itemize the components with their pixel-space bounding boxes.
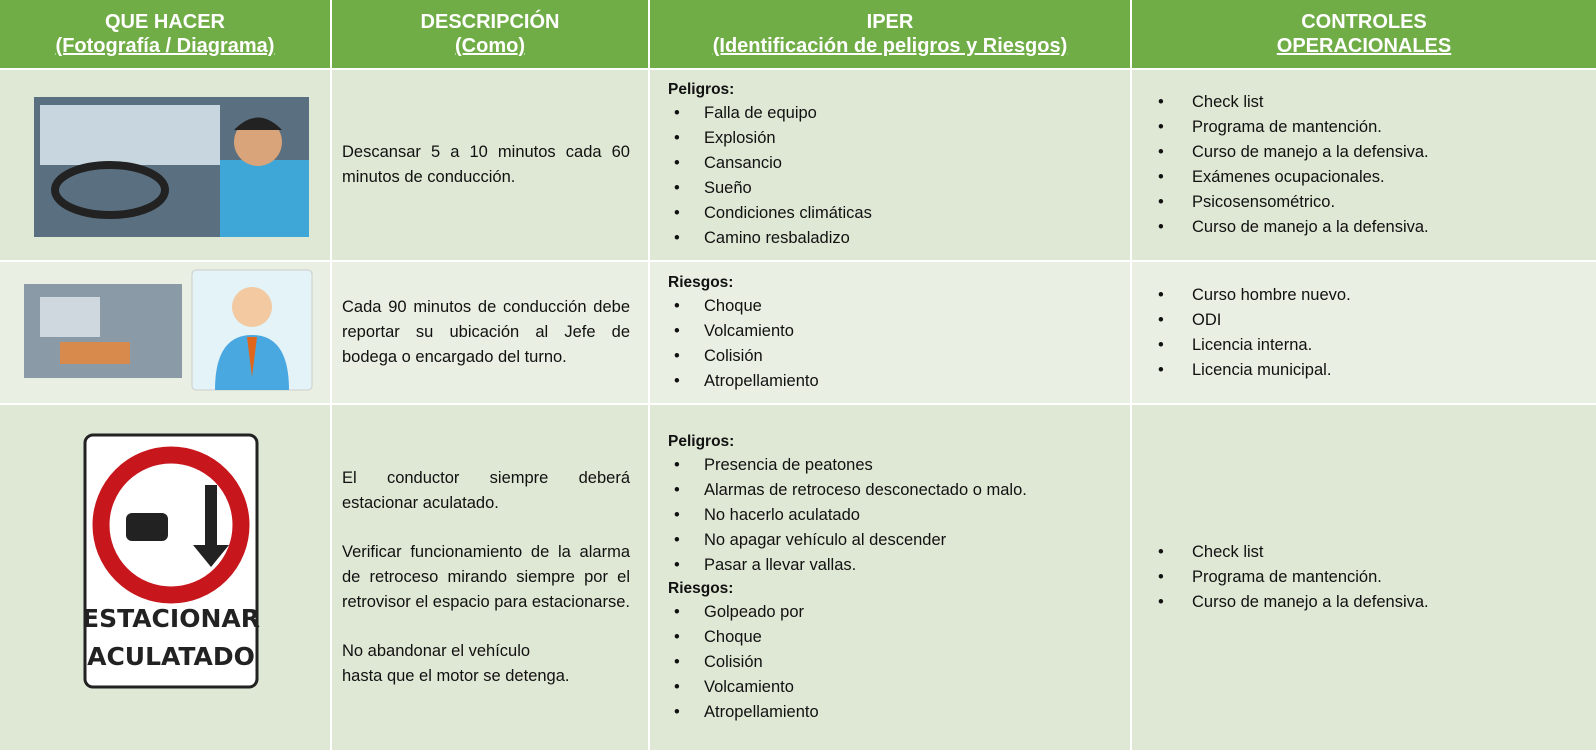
iper-item: Condiciones climáticas (668, 201, 1120, 226)
iper-item: Volcamiento (668, 319, 1120, 344)
iper-list: Falla de equipoExplosiónCansancioSueñoCo… (668, 101, 1120, 251)
control-item: Curso de manejo a la defensiva. (1142, 215, 1586, 240)
image-cell (0, 70, 330, 260)
illustration (34, 97, 309, 237)
control-item: Curso hombre nuevo. (1142, 283, 1586, 308)
header-line: DESCRIPCIÓN (420, 11, 560, 33)
iper-item: Colisión (668, 650, 1120, 675)
iper-item: Atropellamiento (668, 700, 1120, 725)
controls-cell: Curso hombre nuevo.ODILicencia interna.L… (1132, 262, 1596, 403)
control-item: Curso de manejo a la defensiva. (1142, 590, 1586, 615)
header-cell: IPER (Identificación de peligros y Riesgo… (650, 0, 1130, 68)
iper-item: Falla de equipo (668, 101, 1120, 126)
iper-label: Riesgos: (668, 579, 734, 597)
control-item: Psicosensométrico. (1142, 190, 1586, 215)
iper-item: Choque (668, 625, 1120, 650)
control-item: Programa de mantención. (1142, 565, 1586, 590)
iper-item: Colisión (668, 344, 1120, 369)
iper-item: Golpeado por (668, 600, 1120, 625)
illustration (24, 269, 313, 391)
iper-item: Choque (668, 294, 1120, 319)
header-line: CONTROLES (1301, 11, 1427, 33)
header-cell: CONTROLES OPERACIONALES (1132, 0, 1596, 68)
description-cell: El conductor siempre deberá estacionar a… (332, 405, 648, 750)
control-item: ODI (1142, 308, 1586, 333)
illustration: ESTACIONAR ACULATADO (82, 433, 260, 689)
description-text: Cada 90 minutos de conducción debe repor… (342, 298, 630, 366)
header-line: QUE HACER (104, 11, 225, 33)
iper-item: Sueño (668, 176, 1120, 201)
description-cell: Descansar 5 a 10 minutos cada 60 minutos… (332, 70, 648, 260)
description-text: Descansar 5 a 10 minutos cada 60 minutos… (342, 143, 630, 186)
sign-text: ACULATADO (87, 642, 255, 671)
header-subline: (Fotografía / Diagrama) (55, 35, 275, 57)
description-text: Verificar funcionamiento de la alarma de… (342, 543, 630, 611)
description-text: El conductor siempre deberá estacionar a… (342, 469, 630, 512)
iper-item: No apagar vehículo al descender (668, 528, 1120, 553)
control-item: Check list (1142, 90, 1586, 115)
iper-item: Pasar a llevar vallas. (668, 553, 1120, 578)
controls-list: Curso hombre nuevo.ODILicencia interna.L… (1142, 283, 1586, 383)
header-subline: (Identificación de peligros y Riesgos) (712, 35, 1068, 57)
iper-cell: Riesgos: ChoqueVolcamientoColisiónAtropel… (650, 262, 1130, 403)
description-text: No abandonar el vehículo (342, 642, 531, 660)
header-cell: DESCRIPCIÓN (Como) (332, 0, 648, 68)
iper-item: Camino resbaladizo (668, 226, 1120, 251)
description-cell: Cada 90 minutos de conducción debe repor… (332, 262, 648, 403)
iper-label: Riesgos: (668, 273, 734, 291)
iper-item: Presencia de peatones (668, 453, 1120, 478)
controls-cell: Check listPrograma de mantención.Curso d… (1132, 405, 1596, 750)
controls-list: Check listPrograma de mantención.Curso d… (1142, 90, 1586, 240)
iper-cell: Peligros: Presencia de peatonesAlarmas de… (650, 405, 1130, 750)
iper-cell: Peligros: Falla de equipoExplosiónCansanc… (650, 70, 1130, 260)
iper-item: Atropellamiento (668, 369, 1120, 394)
image-cell: ESTACIONAR ACULATADO (0, 405, 330, 750)
image-cell (0, 262, 330, 403)
header-subline: OPERACIONALES (1276, 35, 1452, 57)
control-item: Licencia interna. (1142, 333, 1586, 358)
control-item: Curso de manejo a la defensiva. (1142, 140, 1586, 165)
sign-text: ESTACIONAR (82, 604, 260, 633)
header-subline: (Como) (455, 35, 525, 57)
iper-label: Peligros: (668, 432, 735, 450)
iper-label: Peligros: (668, 81, 735, 98)
iper-item: Explosión (668, 126, 1120, 151)
iper-item: Cansancio (668, 151, 1120, 176)
iper-item: Alarmas de retroceso desconectado o malo… (668, 478, 1120, 503)
control-item: Programa de mantención. (1142, 115, 1586, 140)
iper-item: No hacerlo aculatado (668, 503, 1120, 528)
iper-item: Volcamiento (668, 675, 1120, 700)
controls-cell: Check listPrograma de mantención.Curso d… (1132, 70, 1596, 260)
controls-list: Check listPrograma de mantención.Curso d… (1142, 540, 1586, 615)
header-cell: QUE HACER (Fotografía / Diagrama) (0, 0, 330, 68)
description-text: hasta que el motor se detenga. (342, 667, 570, 685)
control-item: Exámenes ocupacionales. (1142, 165, 1586, 190)
control-item: Licencia municipal. (1142, 358, 1586, 383)
control-item: Check list (1142, 540, 1586, 565)
header-line: IPER (866, 11, 914, 33)
iper-list: Presencia de peatonesAlarmas de retroces… (668, 453, 1120, 578)
iper-list: Golpeado porChoqueColisiónVolcamientoAtr… (668, 600, 1120, 725)
iper-list: ChoqueVolcamientoColisiónAtropellamiento (668, 294, 1120, 394)
